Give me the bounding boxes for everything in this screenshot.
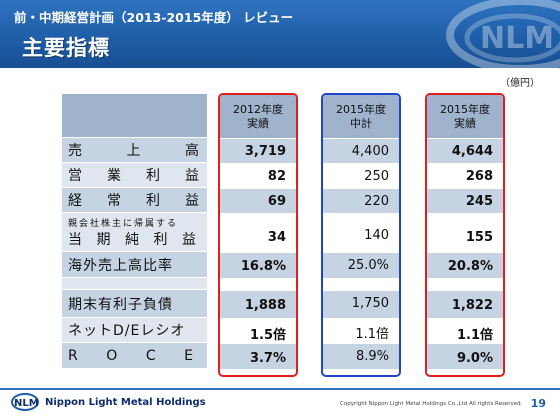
column-header: 2015年度 中計 — [323, 95, 399, 138]
svg-text:NLM: NLM — [480, 21, 554, 56]
column-2015-plan: 2015年度 中計 4,400 250 220 140 25.0% 1,750 1… — [321, 93, 401, 377]
value-roce-2015: 9.0% — [456, 351, 493, 366]
column-2015-actual: 2015年度 実績 4,644 268 245 155 20.8% 1,822 1… — [425, 93, 505, 377]
value-sales-2012: 3,719 — [244, 144, 286, 159]
company-name: Nippon Light Metal Holdings — [45, 396, 206, 408]
header-title: 前・中期経営計画（2013-2015年度） レビュー — [14, 10, 294, 25]
value-operating-income-2015: 268 — [465, 169, 493, 184]
column-header: 2012年度 実績 — [220, 95, 296, 138]
row-label-sales: 売上高 — [62, 138, 207, 162]
unit-label: （億円） — [500, 78, 540, 89]
value-de-ratio-2012: 1.5倍 — [249, 328, 286, 343]
footer-divider — [0, 388, 560, 390]
value-overseas-ratio-plan: 25.0% — [347, 258, 389, 273]
row-label-overseas-ratio: 海外売上高比率 — [62, 252, 207, 277]
value-debt-2012: 1,888 — [244, 298, 286, 313]
value-sales-plan: 4,400 — [351, 144, 389, 159]
row-label-interest-bearing-debt: 期末有利子負債 — [62, 290, 207, 317]
company-logo-icon: NLM — [11, 393, 39, 411]
copyright-text: Copyright Nippon Light Metal Holdings Co… — [340, 401, 523, 407]
value-de-ratio-plan: 1.1倍 — [355, 327, 389, 342]
value-net-income-2012: 34 — [267, 230, 286, 245]
logo-watermark-icon: NLM — [446, 0, 560, 68]
row-label-net-de-ratio: ネットD/Eレシオ — [62, 318, 207, 342]
value-net-income-plan: 140 — [364, 228, 389, 243]
header-banner: NLM 前・中期経営計画（2013-2015年度） レビュー 主要指標 — [0, 0, 560, 68]
label-header-cell — [62, 94, 207, 137]
value-roce-plan: 8.9% — [355, 349, 389, 364]
value-roce-2012: 3.7% — [249, 351, 286, 366]
value-operating-income-2012: 82 — [267, 169, 286, 184]
footer-logo: NLM Nippon Light Metal Holdings — [10, 391, 206, 413]
page-number: 19 — [530, 397, 546, 410]
column-header: 2015年度 実績 — [427, 95, 503, 138]
page-title: 主要指標 — [22, 36, 110, 60]
value-de-ratio-2015: 1.1倍 — [456, 328, 493, 343]
row-label-operating-income: 営業利益 — [62, 163, 207, 187]
column-2012-actual: 2012年度 実績 3,719 82 69 34 16.8% 1,888 1.5倍… — [218, 93, 298, 377]
value-ordinary-income-2015: 245 — [465, 194, 493, 209]
value-debt-2015: 1,822 — [451, 298, 493, 313]
value-overseas-ratio-2012: 16.8% — [240, 259, 286, 274]
svg-text:NLM: NLM — [14, 398, 39, 409]
value-ordinary-income-2012: 69 — [267, 194, 286, 209]
row-label-net-income: 親会社株主に帰属する 当期純利益 — [62, 213, 207, 251]
row-label-ordinary-income: 経常利益 — [62, 188, 207, 212]
value-debt-plan: 1,750 — [351, 296, 389, 311]
value-operating-income-plan: 250 — [364, 169, 389, 184]
row-spacer — [62, 278, 207, 289]
value-net-income-2015: 155 — [465, 230, 493, 245]
value-overseas-ratio-2015: 20.8% — [447, 259, 493, 274]
value-sales-2015: 4,644 — [451, 144, 493, 159]
value-ordinary-income-plan: 220 — [364, 194, 389, 209]
